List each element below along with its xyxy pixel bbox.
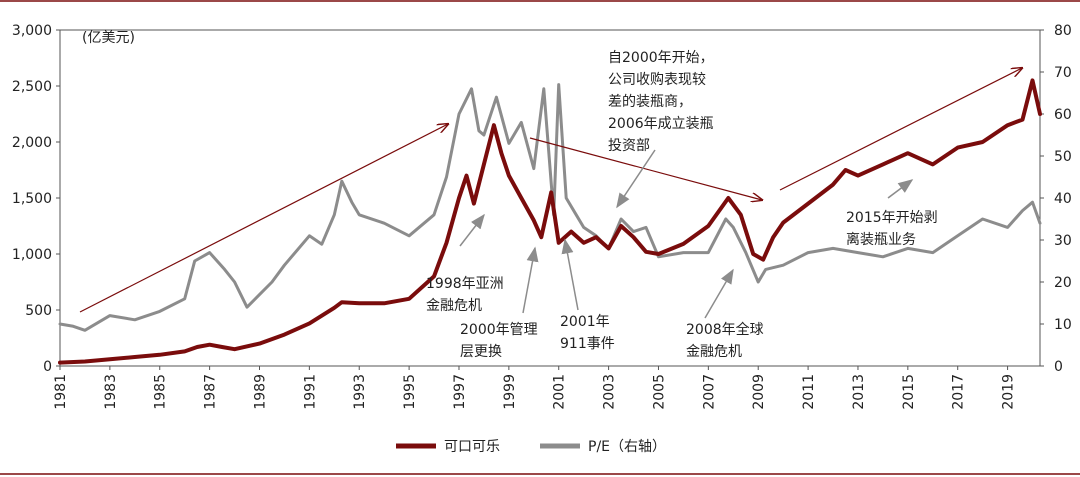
- series-line-coca-cola: [58, 78, 1042, 365]
- left-tick-label: 1,500: [12, 191, 52, 207]
- annotation-line: 公司收购表现较: [608, 72, 706, 88]
- x-tick-label: 1991: [302, 374, 318, 410]
- annotation-acquisition: 自2000年开始， 公司收购表现较 差的装瓶商， 2006年成立装瓶 投资部: [608, 50, 714, 154]
- pointer-2000: [522, 246, 539, 314]
- right-tick-label: 10: [1054, 317, 1072, 333]
- legend: 可口可乐 P/E（右轴）: [396, 439, 666, 455]
- series-layer: [58, 78, 1042, 365]
- right-tick-label: 60: [1054, 107, 1072, 123]
- x-tick-label: 1985: [153, 374, 169, 410]
- left-tick-label: 2,500: [12, 79, 52, 95]
- annotation-line: 差的装瓶商，: [608, 94, 692, 110]
- x-tick-label: 2003: [602, 374, 618, 410]
- right-tick-label: 50: [1054, 149, 1072, 165]
- annotation-line: 2015年开始剥: [846, 210, 938, 226]
- right-axis-ticks: 0 10 20 30 40 50 60 70 80: [1040, 23, 1072, 375]
- annotation-line: 2000年管理: [460, 322, 538, 338]
- x-tick-label: 1997: [452, 374, 468, 410]
- annotation-line: 2001年: [560, 314, 610, 330]
- pointer-2015: [887, 179, 914, 199]
- pointer-2001: [561, 238, 579, 311]
- x-tick-label: 1987: [203, 374, 219, 410]
- x-tick-label: 2015: [901, 374, 917, 410]
- annotation-line: 投资部: [608, 138, 650, 154]
- x-tick-label: 1983: [103, 374, 119, 410]
- left-axis-ticks: 0 500 1,000 1,500 2,000 2,500 3,000: [12, 23, 60, 375]
- x-tick-label: 1981: [53, 374, 69, 410]
- right-tick-label: 0: [1054, 359, 1063, 375]
- pointer-2008: [704, 268, 734, 319]
- x-tick-label: 1993: [352, 374, 368, 410]
- pointer-2000-acq: [616, 149, 656, 209]
- x-tick-label: 1995: [402, 374, 418, 410]
- left-tick-label: 3,000: [12, 23, 52, 39]
- annotation-1998-crisis: 1998年亚洲 金融危机: [426, 276, 504, 314]
- right-tick-label: 40: [1054, 191, 1072, 207]
- x-tick-label: 2017: [951, 374, 967, 410]
- annotation-line: 2006年成立装瓶: [608, 116, 714, 132]
- x-axis-ticks: 1981 1983 1985 1987 1989 1991 1993 1995 1997 1999…: [53, 366, 1017, 410]
- x-tick-label: 2019: [1001, 374, 1017, 410]
- trend-arrow-rise: [79, 124, 448, 313]
- right-tick-label: 80: [1054, 23, 1072, 39]
- trend-arrow-decline: [529, 137, 762, 200]
- legend-label-coca-cola: 可口可乐: [444, 439, 500, 455]
- x-tick-label: 2001: [552, 374, 568, 410]
- annotation-line: 2008年全球: [686, 321, 764, 338]
- unit-label: (亿美元): [82, 30, 135, 46]
- right-tick-label: 20: [1054, 275, 1072, 291]
- annotation-2008-crisis: 2008年全球 金融危机: [686, 321, 764, 360]
- annotation-2015-divest: 2015年开始剥 离装瓶业务: [846, 210, 938, 248]
- left-tick-label: 500: [25, 303, 52, 319]
- annotation-line: 1998年亚洲: [426, 276, 504, 292]
- series-line-pe: [58, 83, 1042, 332]
- x-tick-label: 2005: [651, 374, 667, 410]
- right-tick-label: 70: [1054, 65, 1072, 81]
- x-tick-label: 2011: [801, 374, 817, 410]
- x-tick-label: 2007: [701, 374, 717, 410]
- pointer-1998: [459, 213, 485, 247]
- annotation-line: 层更换: [460, 343, 502, 360]
- x-tick-label: 1999: [502, 374, 518, 410]
- trend-arrow-recovery: [779, 68, 1022, 191]
- legend-label-pe: P/E（右轴）: [588, 439, 666, 455]
- x-tick-label: 1989: [252, 374, 268, 410]
- x-tick-label: 2009: [751, 374, 767, 410]
- annotation-line: 911事件: [560, 336, 615, 352]
- annotation-line: 自2000年开始，: [608, 50, 714, 66]
- annotation-line: 离装瓶业务: [846, 231, 916, 248]
- left-tick-label: 2,000: [12, 135, 52, 151]
- x-tick-label: 2013: [851, 374, 867, 410]
- left-tick-label: 1,000: [12, 247, 52, 263]
- right-tick-label: 30: [1054, 233, 1072, 249]
- left-tick-label: 0: [43, 359, 52, 375]
- annotation-line: 金融危机: [426, 298, 482, 314]
- annotation-2001-911: 2001年 911事件: [560, 314, 615, 352]
- annotation-line: 金融危机: [686, 344, 742, 360]
- annotation-2000-management: 2000年管理 层更换: [460, 322, 538, 360]
